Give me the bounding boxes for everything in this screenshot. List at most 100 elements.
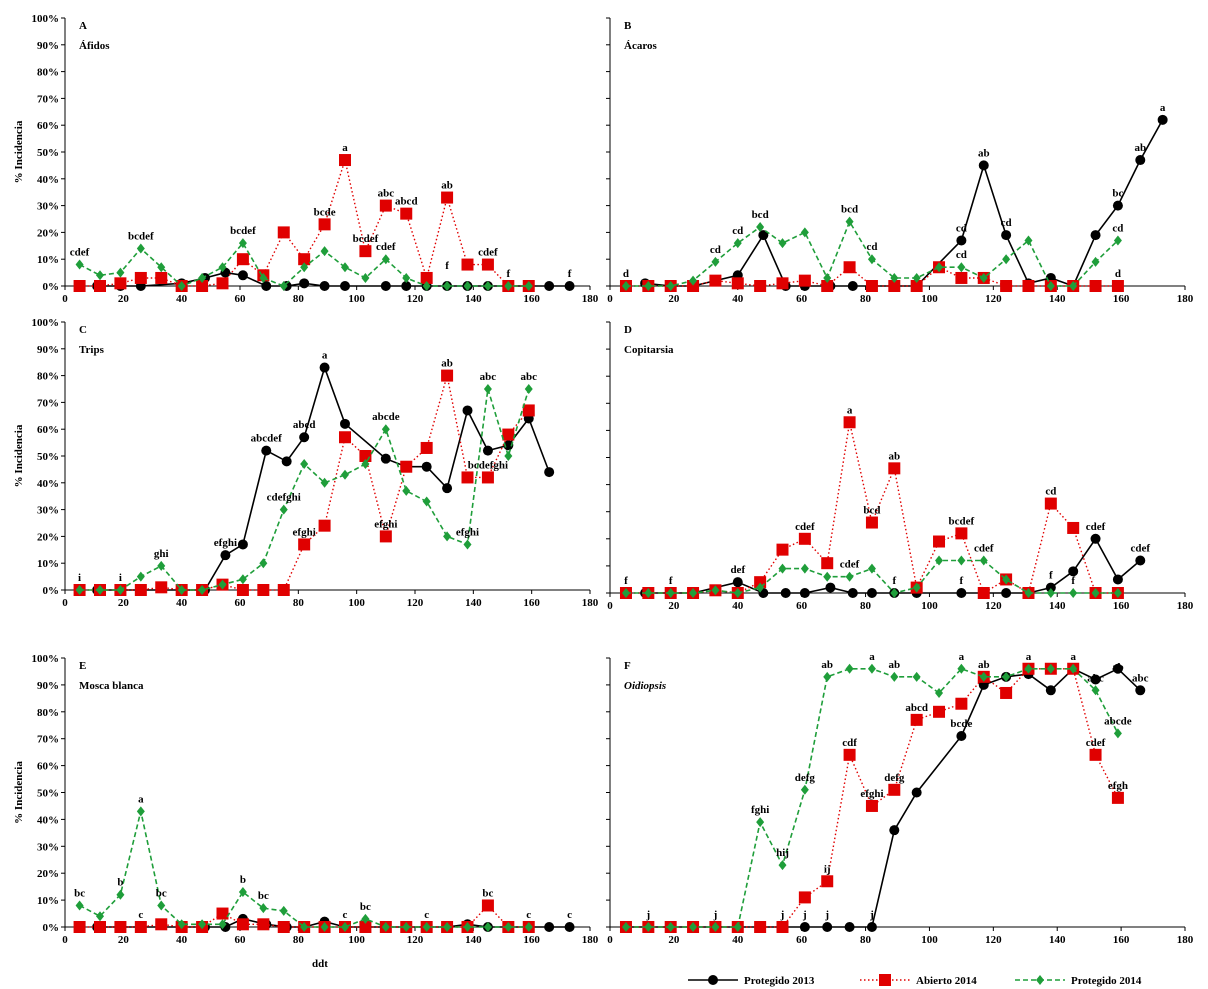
series-line xyxy=(645,119,1164,288)
significance-label: j xyxy=(645,909,650,921)
significance-label: i xyxy=(78,572,81,584)
data-point xyxy=(1024,588,1033,598)
data-point xyxy=(320,922,329,932)
data-point xyxy=(75,259,84,270)
data-point xyxy=(821,280,834,292)
data-point xyxy=(402,272,411,283)
legend: Protegido 2013 Abierto 2014 Protegido 2014 xyxy=(688,974,1142,987)
data-point xyxy=(955,527,968,540)
data-point xyxy=(402,922,411,932)
significance-label: abcde xyxy=(1104,715,1132,727)
data-point xyxy=(216,907,229,920)
data-point xyxy=(689,922,698,932)
data-point xyxy=(956,588,967,598)
significance-label: efgh xyxy=(1108,780,1128,792)
data-point xyxy=(483,384,492,394)
significance-label: bc xyxy=(482,887,493,899)
significance-label: f xyxy=(624,575,628,587)
data-point xyxy=(116,889,125,900)
significance-label: a xyxy=(869,651,875,663)
data-point xyxy=(865,799,878,812)
data-point xyxy=(73,921,86,933)
significance-label: abc xyxy=(378,188,395,200)
data-point xyxy=(843,748,856,761)
series-protegido-2014 xyxy=(75,238,533,291)
data-point xyxy=(1045,582,1056,593)
data-point xyxy=(1069,281,1078,291)
data-point xyxy=(279,504,288,515)
significance-label: bc xyxy=(258,890,269,902)
data-point xyxy=(843,416,856,429)
x-tick-label: 20 xyxy=(668,934,680,946)
data-point xyxy=(732,577,743,588)
data-point xyxy=(1002,671,1011,682)
data-point xyxy=(341,922,349,932)
y-tick-label: 100% xyxy=(32,317,60,329)
data-point xyxy=(218,579,227,590)
data-point xyxy=(261,281,272,291)
data-point xyxy=(401,281,412,291)
significance-label: abc xyxy=(480,371,497,383)
data-point xyxy=(843,261,856,274)
data-point xyxy=(865,280,878,292)
data-point xyxy=(888,280,901,292)
data-point xyxy=(911,787,922,798)
significance-label: cdef xyxy=(1086,521,1106,533)
significance-label: cdf xyxy=(842,737,857,749)
data-point xyxy=(94,280,106,292)
data-point xyxy=(1157,114,1168,125)
data-point xyxy=(731,277,744,290)
data-point xyxy=(379,199,392,212)
data-point xyxy=(299,278,310,289)
data-point xyxy=(666,922,675,932)
legend-label: Protegido 2013 xyxy=(744,975,815,987)
legend-item: Protegido 2013 xyxy=(688,975,815,987)
significance-label: bc xyxy=(156,887,167,899)
data-point xyxy=(177,585,186,595)
data-point xyxy=(776,921,789,933)
significance-label: f xyxy=(506,268,510,280)
data-point xyxy=(339,154,351,167)
significance-label: a xyxy=(1160,102,1166,114)
data-point xyxy=(1067,521,1080,534)
data-point xyxy=(1000,280,1013,292)
data-point xyxy=(281,456,292,467)
y-tick-label: 30% xyxy=(37,505,59,517)
panel-letter: B xyxy=(624,20,632,32)
significance-label: cdefghi xyxy=(267,492,301,504)
significance-label: c xyxy=(138,909,143,921)
data-point xyxy=(75,900,84,911)
significance-label: abcd xyxy=(905,702,928,714)
y-tick-label: 70% xyxy=(37,734,59,746)
data-point xyxy=(957,555,966,566)
x-tick-label: 160 xyxy=(523,934,540,946)
y-tick-label: 0% xyxy=(43,281,60,293)
significance-label: bcd xyxy=(752,209,769,221)
significance-label: ab xyxy=(441,180,453,192)
x-tick-label: 100 xyxy=(921,293,938,305)
x-tick-label: 0 xyxy=(607,600,613,612)
data-point xyxy=(935,262,944,273)
x-tick-label: 140 xyxy=(1049,293,1066,305)
significance-label: j xyxy=(780,909,785,921)
significance-label: bcdef xyxy=(949,515,975,527)
significance-label: ab xyxy=(1112,662,1124,674)
data-point xyxy=(341,262,349,273)
data-point xyxy=(1024,235,1033,246)
significance-label: hij xyxy=(776,847,789,859)
data-point xyxy=(298,538,311,551)
panel-c: 0% 10% 20% 30% 40% 50% 60% 70% 80% 90% 100% 0 20 40 60… xyxy=(13,317,599,609)
data-point xyxy=(134,584,147,596)
significance-label: bc xyxy=(74,887,85,899)
series-line xyxy=(79,811,529,928)
data-point xyxy=(94,921,106,933)
legend-marker xyxy=(1036,975,1044,985)
significance-label: f xyxy=(960,575,964,587)
data-point xyxy=(177,281,186,291)
data-point xyxy=(912,272,921,283)
data-point xyxy=(157,560,166,571)
data-point xyxy=(1135,685,1146,696)
y-tick-label: 60% xyxy=(37,424,59,436)
y-tick-label: 70% xyxy=(37,397,59,409)
y-tick-label: 70% xyxy=(37,93,59,105)
